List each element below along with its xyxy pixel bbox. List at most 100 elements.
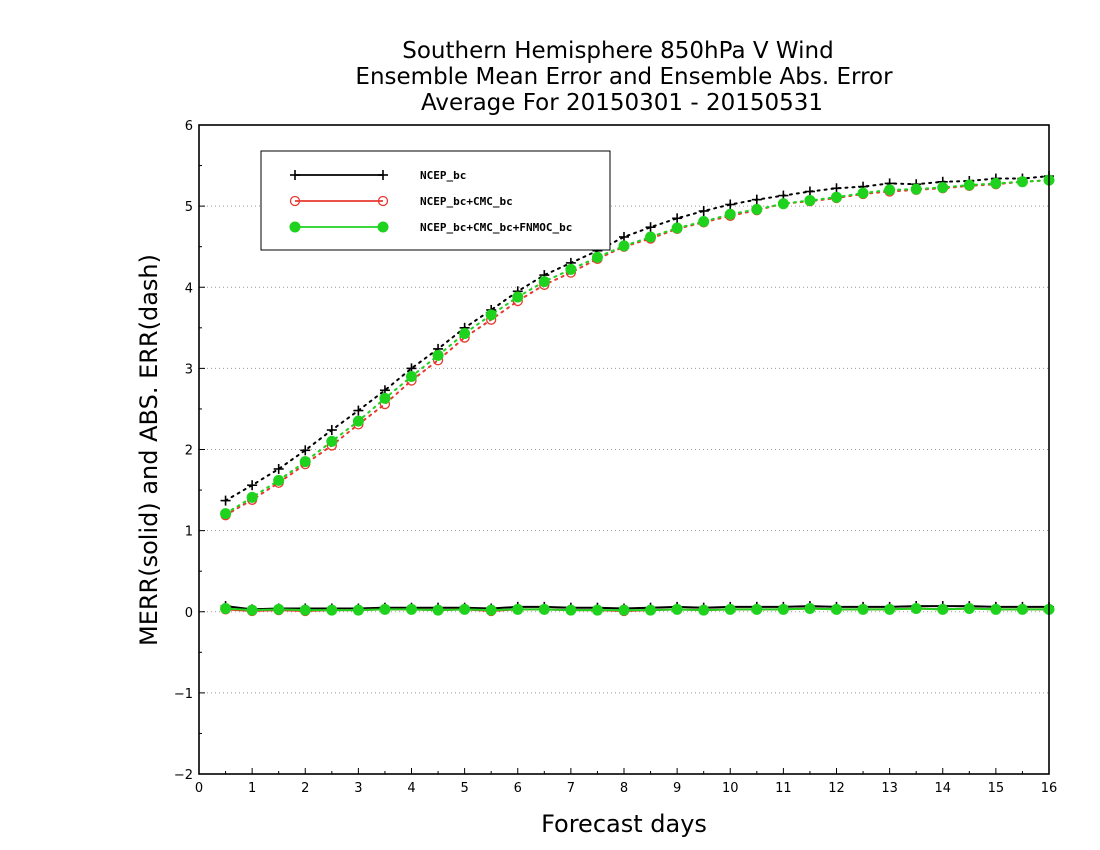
abs-err-point-2-15 [618, 240, 630, 252]
merr-point-2-7 [406, 603, 417, 615]
abs-err-point-2-17 [671, 222, 683, 234]
series-layer [220, 171, 1055, 617]
merr-point-2-30 [1016, 603, 1028, 615]
title-line-2: Ensemble Mean Error and Ensemble Abs. Er… [355, 64, 893, 90]
merr-point-2-29 [990, 603, 1002, 615]
legend-marker-right-1 [377, 195, 389, 207]
abs-err-point-0-4 [326, 425, 337, 436]
abs-err-point-0-18 [698, 205, 709, 216]
abs-err-point-2-5 [352, 415, 364, 427]
abs-err-point-2-21 [777, 198, 789, 210]
x-tick-label-11: 11 [775, 781, 792, 796]
merr-point-2-24 [857, 603, 869, 615]
abs-err-point-2-24 [857, 187, 869, 199]
x-axis: 0 1 2 3 4 5 6 7 8 9 10 11 12 13 14 15 16 [195, 768, 1057, 796]
x-tick-label-7: 7 [567, 781, 575, 796]
title-line-3: Average For 20150301 - 20150531 [421, 90, 823, 116]
abs-err-point-2-2 [273, 474, 285, 486]
x-axis-label: Forecast days [541, 810, 707, 838]
abs-err-point-2-9 [459, 327, 471, 339]
abs-err-point-2-13 [565, 263, 577, 275]
abs-err-point-0-23 [831, 183, 842, 194]
x-tick-label-3: 3 [354, 781, 362, 796]
y-tick-label-6: 4 [185, 281, 193, 296]
merr-point-2-5 [352, 604, 364, 616]
merr-point-2-8 [432, 604, 444, 616]
merr-point-2-20 [751, 603, 763, 615]
x-tick-label-1: 1 [248, 781, 256, 796]
abs-err-point-2-27 [937, 181, 949, 193]
legend-label-0: NCEP_bc [420, 169, 466, 182]
x-tick-label-16: 16 [1041, 781, 1058, 796]
abs-err-point-2-23 [831, 191, 842, 203]
abs-err-point-0-2 [273, 463, 284, 474]
chart-title: Southern Hemisphere 850hPa V Wind Ensemb… [355, 38, 893, 116]
abs-err-point-2-26 [910, 183, 922, 195]
merr-point-2-27 [937, 603, 949, 615]
series-2 [220, 174, 1055, 616]
x-tick-label-5: 5 [460, 781, 468, 796]
legend-label-2: NCEP_bc+CMC_bc+FNMOC_bc [420, 221, 572, 234]
x-tick-label-8: 8 [620, 781, 628, 796]
x-tick-label-2: 2 [301, 781, 309, 796]
merr-point-2-12 [538, 603, 550, 615]
merr-point-2-21 [777, 603, 789, 615]
y-tick-label-8: 6 [185, 119, 193, 134]
abs-err-point-2-3 [299, 456, 311, 468]
merr-point-2-10 [485, 604, 497, 616]
merr-point-2-16 [645, 604, 657, 616]
x-tick-label-15: 15 [988, 781, 1005, 796]
merr-point-2-11 [512, 603, 524, 615]
x-tick-label-13: 13 [881, 781, 898, 796]
abs-err-point-0-3 [300, 445, 311, 456]
abs-err-point-2-10 [485, 309, 497, 321]
y-tick-label-2: 0 [185, 606, 193, 621]
x-tick-label-9: 9 [673, 781, 681, 796]
merr-point-2-4 [326, 604, 338, 616]
merr-point-2-17 [671, 603, 683, 615]
merr-point-2-2 [273, 603, 285, 615]
abs-err-point-0-0 [220, 495, 231, 506]
x-tick-label-0: 0 [195, 781, 203, 796]
title-line-1: Southern Hemisphere 850hPa V Wind [402, 38, 833, 64]
merr-point-2-19 [724, 603, 736, 615]
abs-err-point-2-16 [645, 231, 657, 243]
merr-point-2-1 [246, 604, 258, 616]
abs-err-point-2-1 [246, 491, 258, 503]
y-tick-label-5: 3 [185, 362, 193, 377]
merr-point-2-13 [565, 604, 577, 616]
abs-err-point-2-19 [724, 208, 736, 220]
abs-err-point-2-6 [379, 392, 391, 404]
abs-err-point-2-22 [804, 194, 816, 206]
abs-err-point-2-0 [220, 508, 232, 520]
abs-err-point-0-15 [619, 231, 629, 242]
merr-point-2-0 [220, 603, 232, 615]
abs-err-point-2-18 [698, 216, 710, 228]
x-tick-label-4: 4 [407, 781, 415, 796]
merr-point-2-9 [459, 603, 471, 615]
merr-point-2-26 [910, 603, 922, 615]
abs-err-point-2-25 [884, 184, 896, 196]
y-tick-label-4: 2 [185, 444, 193, 459]
merr-point-2-6 [379, 603, 391, 615]
abs-err-point-2-29 [990, 177, 1002, 189]
abs-err-point-2-28 [963, 179, 975, 191]
legend-marker-right-0 [378, 170, 388, 180]
legend: NCEP_bc NCEP_bc+CMC_bc NCEP_bc+CMC_bc+FNMO… [260, 150, 611, 251]
abs-err-point-2-20 [751, 203, 763, 215]
merr-point-2-23 [831, 603, 842, 615]
merr-point-2-25 [884, 603, 896, 615]
abs-err-point-0-20 [751, 194, 762, 205]
abs-err-point-0-16 [645, 222, 656, 233]
x-tick-label-10: 10 [722, 781, 739, 796]
abs-err-point-2-7 [406, 370, 417, 382]
merr-point-2-14 [591, 604, 603, 616]
legend-marker-left-0 [290, 170, 300, 180]
legend-marker-right-2 [377, 221, 389, 233]
y-tick-label-3: 1 [185, 525, 193, 540]
abs-err-point-0-1 [247, 480, 258, 491]
abs-err-point-2-12 [538, 276, 550, 288]
merr-point-2-3 [299, 604, 311, 616]
abs-err-point-0-19 [725, 199, 736, 210]
